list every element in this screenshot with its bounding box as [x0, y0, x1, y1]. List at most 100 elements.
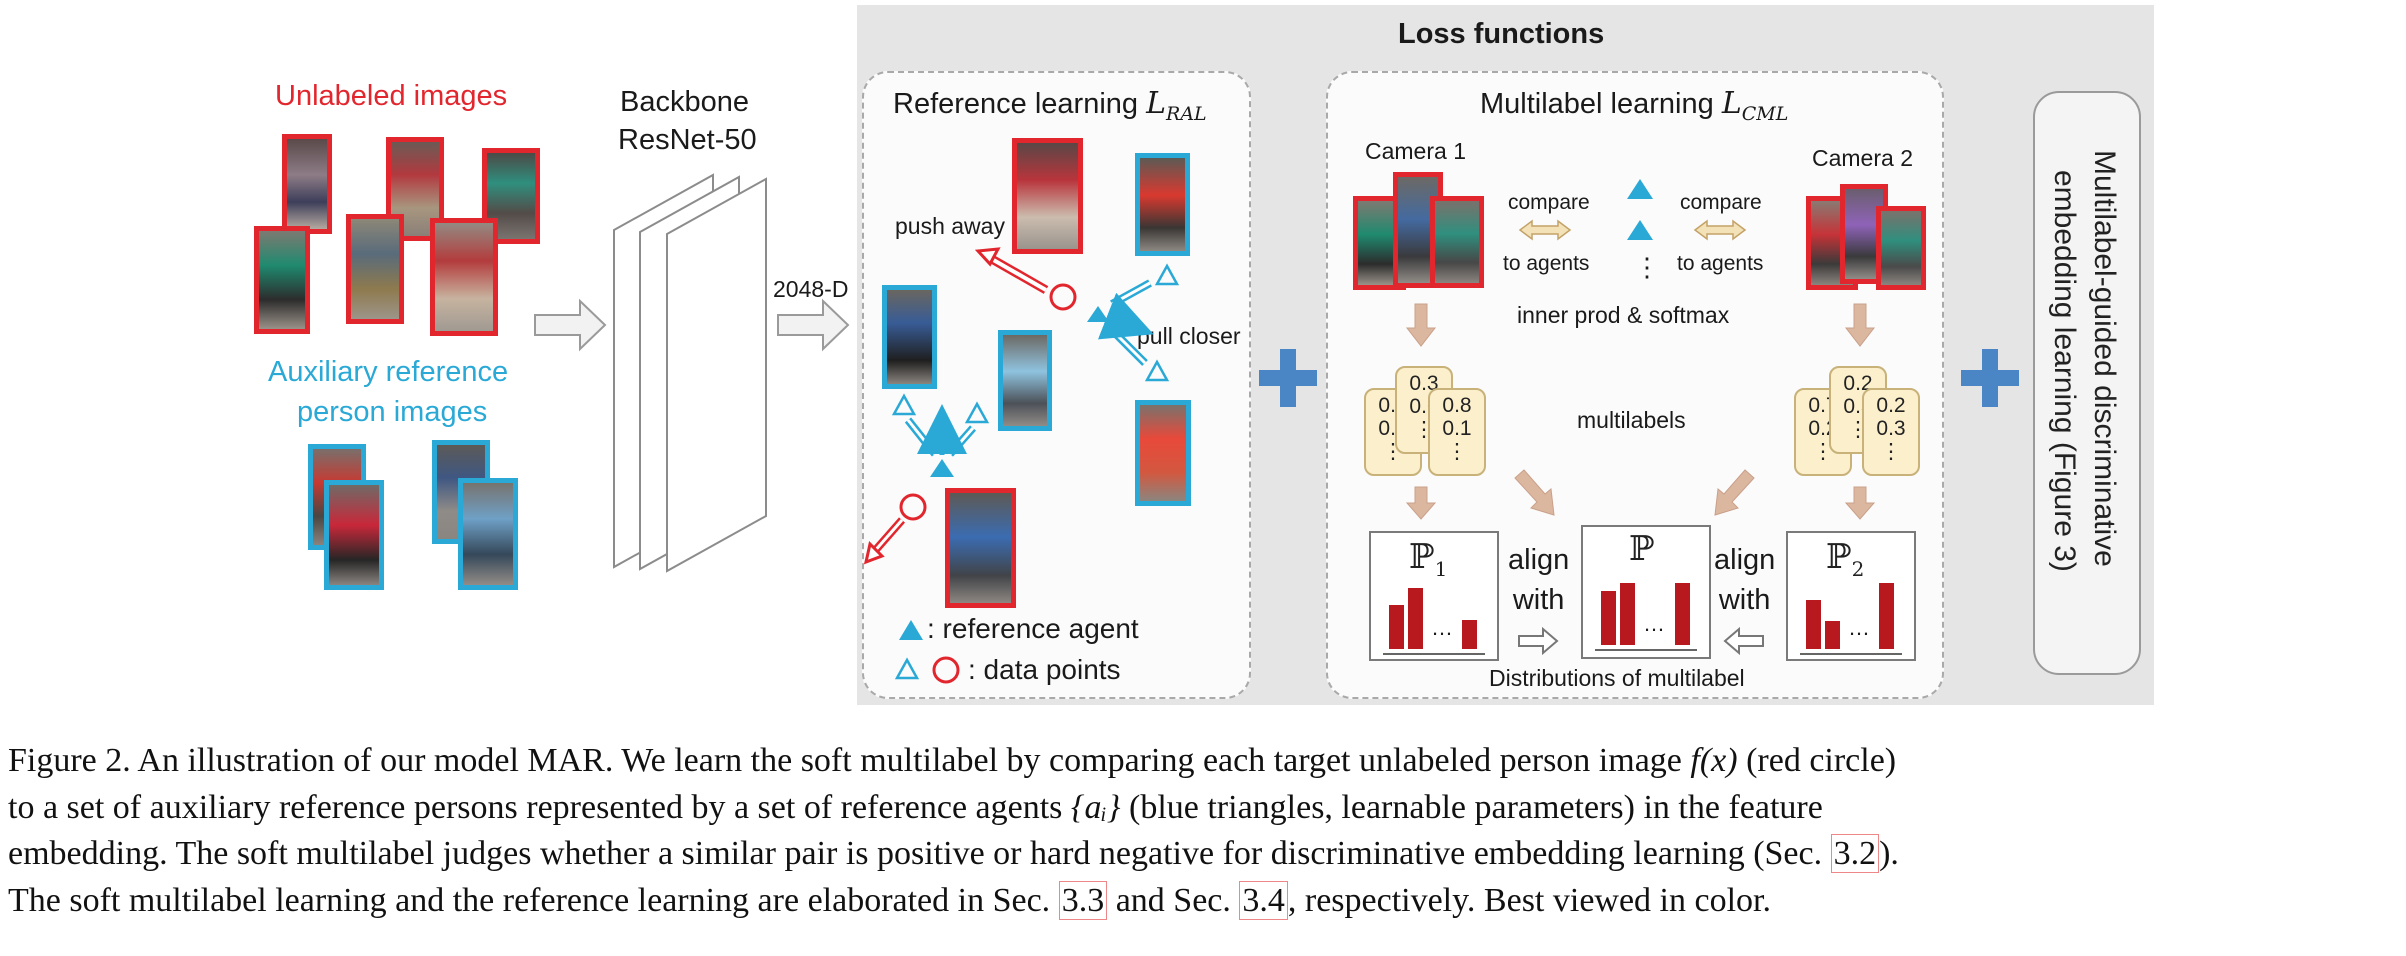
distribution-bar [1675, 583, 1690, 645]
section-ref-link[interactable]: 3.4 [1239, 880, 1288, 920]
legend-circle-icon [932, 656, 960, 684]
down-arrow [1844, 303, 1876, 347]
embedding-learning-text-1: Multilabel-guided discriminative [2088, 150, 2121, 567]
camera2-label: Camera 2 [1812, 145, 1913, 171]
unlabeled-images [250, 130, 550, 340]
align-with-label-right: align with [1714, 544, 1776, 616]
person-image [998, 330, 1052, 431]
section-ref-link[interactable]: 3.3 [1058, 880, 1108, 920]
person-image [430, 218, 498, 336]
distribution-bar [1879, 583, 1894, 649]
reference-learning-diagram [863, 247, 1180, 684]
person-image [482, 148, 540, 244]
legend-points-label: : data points [968, 654, 1121, 685]
align-with-label-left: align with [1508, 544, 1570, 616]
caption-line: to a set of auxiliary reference persons … [8, 788, 1823, 826]
person-image [1012, 138, 1083, 254]
feature-dim-label: 2048-D [773, 276, 849, 302]
figure: Loss functions Unlabeled images Auxiliar… [250, 5, 2154, 705]
distribution-bar [1601, 591, 1616, 645]
down-arrow [1405, 486, 1437, 520]
multilabel-card: 0.2 0.3 ⋮ [1862, 388, 1920, 476]
person-image [1430, 196, 1484, 288]
person-image [945, 488, 1016, 608]
auxiliary-label-line2: person images [297, 396, 488, 428]
pull-closer-label: pull closer [1137, 323, 1241, 349]
feature-arrow [777, 298, 850, 352]
diagonal-arrow [1514, 469, 1555, 516]
distributions-label: Distributions of multilabel [1489, 665, 1745, 691]
person-image [346, 214, 404, 324]
multilabel-card: 0.8 0.1 ⋮ [1428, 388, 1486, 476]
reference-agent-icon [930, 459, 954, 477]
embedding-learning-text-2: embedding learning (Figure 3) [2048, 170, 2081, 572]
loss-panel-title: Loss functions [1398, 18, 1605, 50]
distribution-bar [1408, 588, 1423, 649]
backbone-label-line1: Backbone [620, 86, 749, 118]
down-arrow [1844, 486, 1876, 520]
distribution-ellipsis: … [1431, 615, 1453, 640]
distribution-bar [1806, 600, 1821, 649]
to-agents-label-right: to agents [1677, 252, 1764, 275]
push-away-label: push away [895, 213, 1005, 239]
person-image [458, 478, 518, 590]
compare-arrow [1693, 219, 1747, 241]
person-image [254, 226, 310, 334]
auxiliary-images [300, 440, 530, 600]
align-arrow [1723, 626, 1764, 656]
compare-label-left: compare [1508, 191, 1590, 214]
distribution-ellipsis: … [1848, 615, 1870, 640]
legend-triangle-icon [894, 657, 920, 680]
backbone-label-line2: ResNet-50 [618, 124, 757, 156]
distribution-bar [1462, 620, 1477, 649]
person-image [1135, 400, 1191, 506]
multilabels-label: multilabels [1577, 407, 1686, 433]
reference-agent-icon [1627, 179, 1653, 199]
person-image [1135, 153, 1190, 256]
distribution-p2: ℙ2 … [1786, 531, 1916, 661]
caption-line: embedding. The soft multilabel judges wh… [8, 834, 1899, 873]
section-ref-link[interactable]: 3.2 [1830, 834, 1880, 873]
plus-icon [1961, 349, 2019, 407]
backbone-diagram [534, 173, 850, 573]
to-agents-label-left: to agents [1503, 252, 1590, 275]
diagonal-arrow [1714, 469, 1755, 516]
reference-agent-icon [1627, 220, 1653, 240]
data-point-circle [1049, 283, 1077, 311]
distribution-ellipsis: … [1643, 611, 1665, 636]
down-arrow [1405, 303, 1437, 347]
unlabeled-images-label: Unlabeled images [275, 80, 508, 112]
distribution-p: ℙ … [1581, 525, 1711, 659]
compare-label-right: compare [1680, 191, 1762, 214]
caption-line: Figure 2. An illustration of our model M… [8, 742, 1897, 779]
legend-agent-icon [899, 620, 923, 640]
multilabel-diagram [1405, 179, 1876, 656]
input-arrow [534, 298, 607, 352]
plus-icon [1259, 349, 1317, 407]
backbone-layer [666, 177, 767, 573]
data-point-triangle [964, 401, 990, 424]
caption-line: The soft multilabel learning and the ref… [8, 880, 1771, 920]
figure-caption: Figure 2. An illustration of our model M… [8, 738, 2398, 924]
align-arrow [1518, 626, 1559, 656]
compare-arrow [1518, 219, 1572, 241]
data-point-triangle [891, 393, 917, 416]
reference-learning-title: Reference learning LRAL [893, 86, 1207, 125]
distribution-bar [1825, 621, 1840, 649]
embedding-learning-box [2033, 91, 2141, 675]
person-image [324, 480, 384, 590]
distribution-p1: ℙ1 … [1369, 531, 1499, 661]
auxiliary-label-line1: Auxiliary reference [268, 356, 509, 388]
distribution-bar [1389, 605, 1404, 649]
distribution-bar [1620, 583, 1635, 645]
data-point-triangle [1154, 263, 1180, 286]
data-point-circle [899, 493, 927, 521]
person-image [882, 285, 937, 389]
agents-vdots: ⋮ [1634, 252, 1660, 282]
multilabel-learning-title: Multilabel learning LCML [1480, 86, 1789, 125]
data-point-triangle [1144, 359, 1170, 382]
camera1-label: Camera 1 [1365, 138, 1466, 164]
person-image [1876, 206, 1926, 290]
legend-agent-label: : reference agent [927, 613, 1139, 644]
inner-prod-label: inner prod & softmax [1517, 302, 1730, 328]
